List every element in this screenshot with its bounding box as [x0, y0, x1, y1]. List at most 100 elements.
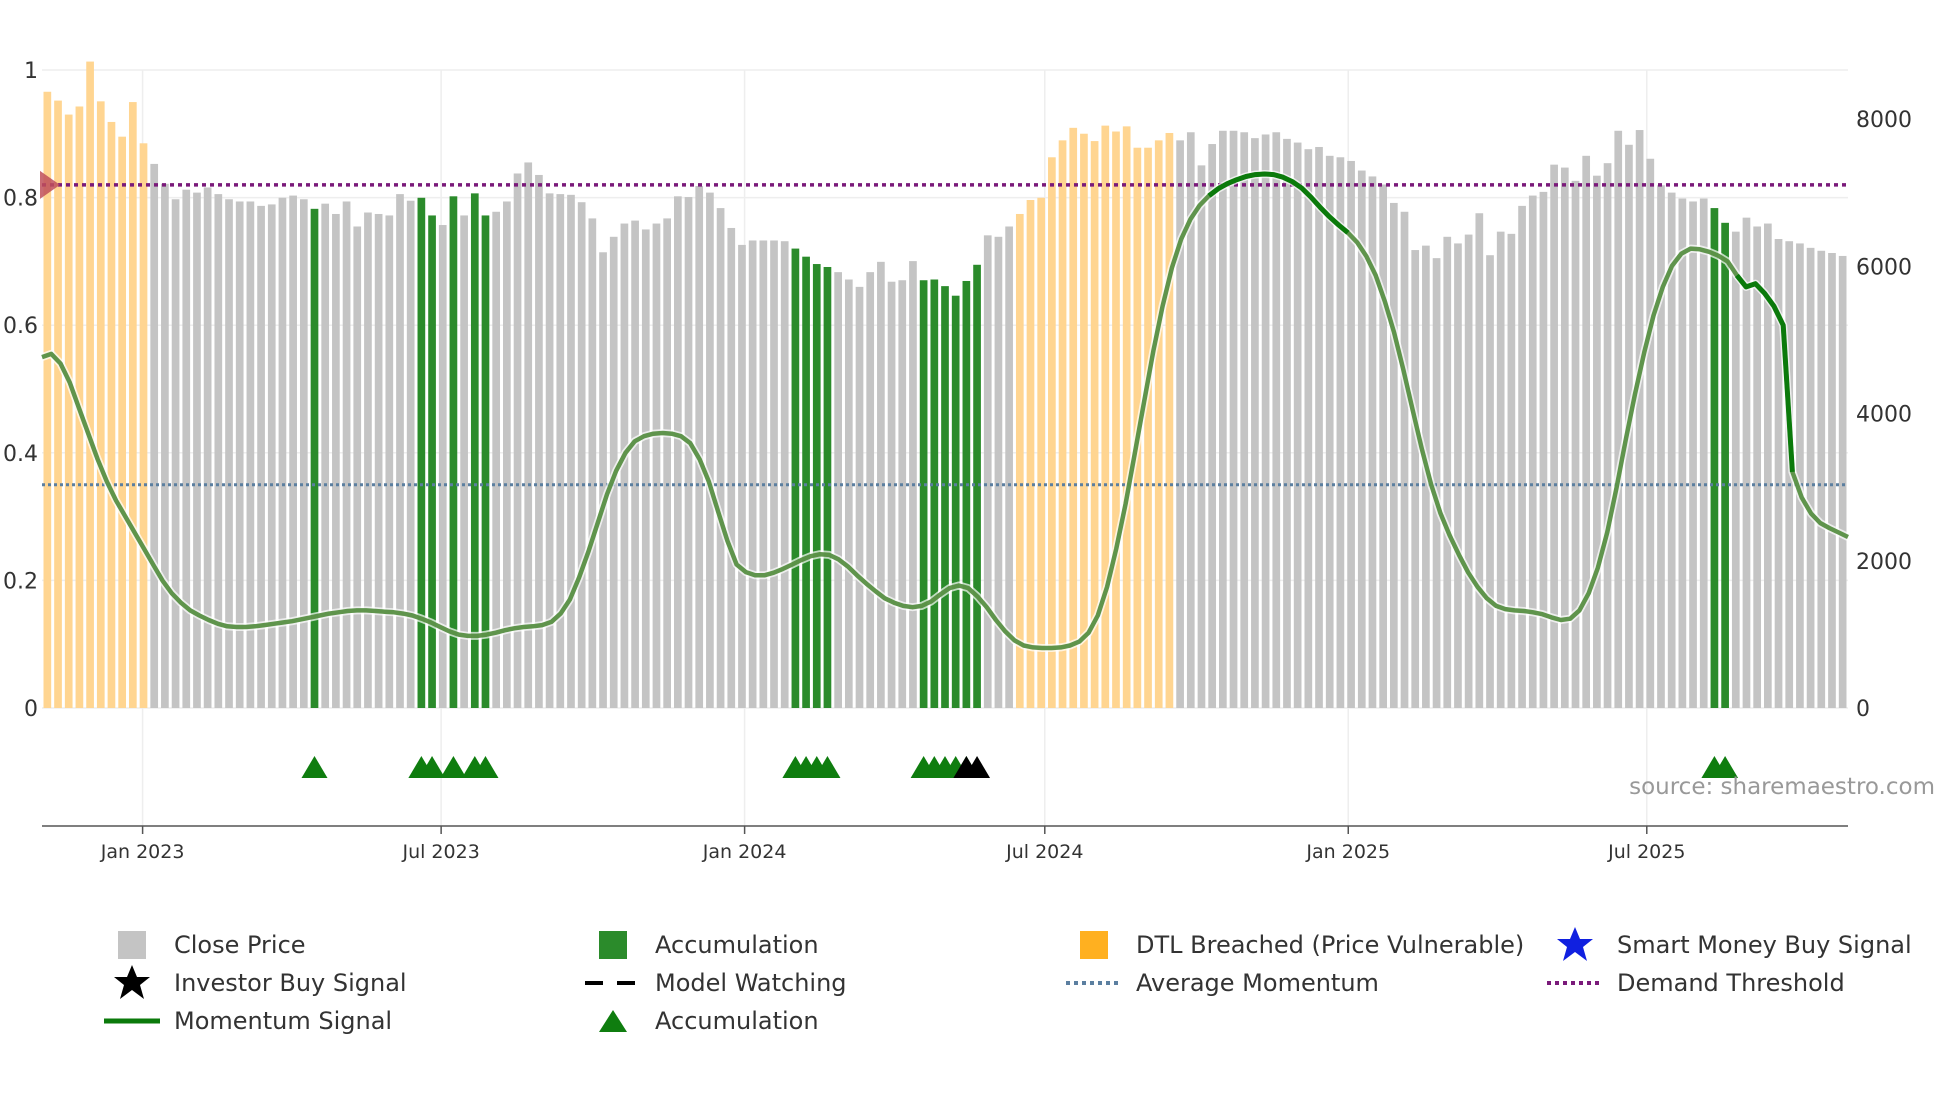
- accumulation-bar: [428, 215, 436, 709]
- price-bar: [353, 226, 362, 708]
- accumulation-bar: [481, 215, 490, 709]
- price-bar: [1764, 223, 1772, 709]
- accumulation-bar: [449, 196, 458, 708]
- price-bar: [1614, 130, 1623, 708]
- price-bars: [43, 61, 1847, 709]
- accumulation-marker: [814, 756, 841, 778]
- accumulation-bar: [951, 295, 960, 708]
- price-bar: [866, 272, 875, 708]
- price-bar: [1603, 163, 1612, 709]
- dtl-breached-bar: [1144, 147, 1152, 708]
- price-bar: [716, 208, 725, 708]
- dtl-breached-bar: [107, 121, 116, 708]
- price-bar: [588, 218, 597, 709]
- price-bar: [1389, 202, 1398, 708]
- dtl-breached-bar: [43, 91, 52, 709]
- dtl-breached-bar: [1112, 131, 1120, 709]
- price-bar: [182, 189, 191, 708]
- accumulation-bar: [791, 248, 800, 708]
- accumulation-marker: [1712, 756, 1739, 778]
- price-bar: [1251, 138, 1259, 708]
- price-bar: [631, 220, 639, 709]
- price-bar: [1293, 142, 1302, 708]
- price-bar: [1357, 170, 1366, 709]
- price-bar: [1208, 144, 1217, 709]
- left-axis-tick-label: 0.6: [3, 314, 38, 339]
- right-axis-tick-label: 6000: [1856, 255, 1912, 280]
- left-axis-tick-label: 0: [24, 697, 38, 722]
- dtl-breached-bar: [1048, 157, 1056, 708]
- price-bar: [1528, 195, 1537, 708]
- price-bar: [695, 185, 704, 708]
- price-bar: [599, 252, 607, 709]
- price-bar: [1496, 231, 1505, 709]
- price-bar: [492, 211, 501, 708]
- right-axis-tick-label: 2000: [1856, 550, 1912, 575]
- price-bar: [770, 240, 778, 708]
- price-bar: [1678, 198, 1687, 708]
- price-bar: [652, 223, 661, 709]
- x-axis-tick-label: Jul 2024: [1005, 841, 1083, 863]
- x-axis-tick-label: Jan 2023: [100, 841, 185, 863]
- reference-lines: [40, 170, 1848, 487]
- dtl-breached-bar: [1037, 197, 1046, 708]
- price-bar: [203, 187, 212, 708]
- price-bar: [1539, 191, 1548, 709]
- accumulation-marker: [440, 756, 467, 778]
- dtl-breached-bar: [96, 101, 105, 708]
- dtl-breached-bar: [64, 114, 73, 708]
- price-bar: [235, 201, 244, 708]
- price-bar: [887, 281, 896, 708]
- price-bar: [1454, 243, 1462, 708]
- x-axis-tick-label: Jan 2024: [702, 841, 787, 863]
- price-bar: [1507, 233, 1516, 709]
- accumulation-marker: [419, 756, 446, 778]
- right-axis-tick-label: 0: [1856, 697, 1870, 722]
- accumulation-marker: [472, 756, 499, 778]
- left-axis-tick-label: 0.8: [3, 187, 38, 212]
- price-bar: [396, 194, 404, 708]
- dtl-breached-bar: [1026, 199, 1035, 709]
- price-bar: [620, 223, 629, 709]
- price-bar: [385, 215, 394, 709]
- price-bar: [684, 197, 693, 709]
- accumulation-bar: [823, 266, 832, 708]
- axes: 0 0.2 0.4 0.6 0.8 1 0 2000 4000 6000 8000 Jan 2023 J…: [3, 59, 1912, 863]
- price-bar: [1550, 164, 1558, 708]
- price-bar: [1817, 250, 1826, 708]
- accumulation-bar: [417, 197, 426, 708]
- price-bar: [567, 194, 575, 709]
- price-bar: [1571, 180, 1580, 709]
- price-bar: [1635, 130, 1644, 708]
- dtl-breached-bar: [1101, 125, 1110, 709]
- price-bar: [1796, 243, 1804, 708]
- right-axis-tick-label: 4000: [1856, 403, 1912, 428]
- price-bar: [1283, 138, 1291, 708]
- price-bar: [1325, 155, 1334, 708]
- price-bar: [460, 215, 468, 709]
- price-bar: [332, 213, 340, 708]
- price-bar: [898, 280, 907, 708]
- price-bar: [1806, 247, 1815, 708]
- price-bar: [1646, 158, 1655, 708]
- dtl-breached-bar: [1154, 140, 1163, 708]
- price-bar: [1464, 234, 1473, 708]
- price-bar: [438, 225, 447, 708]
- price-bar: [1699, 198, 1708, 708]
- price-bar: [759, 240, 768, 708]
- price-bar: [1186, 132, 1195, 708]
- price-bar: [1518, 205, 1526, 708]
- price-bar: [1272, 132, 1281, 708]
- price-bar: [1315, 146, 1323, 709]
- source-label: source: sharemaestro.com: [1629, 774, 1935, 800]
- momentum-signal-line: [41, 171, 1849, 651]
- price-bar: [556, 194, 565, 708]
- price-bar: [844, 279, 853, 708]
- dtl-breached-bar: [1090, 141, 1099, 708]
- signal-markers: [301, 756, 1739, 778]
- threshold-start-marker: [40, 170, 60, 199]
- price-bar: [834, 272, 842, 708]
- price-bar: [1229, 130, 1238, 708]
- dtl-breached-bar: [1058, 140, 1067, 708]
- price-bar: [1731, 231, 1740, 709]
